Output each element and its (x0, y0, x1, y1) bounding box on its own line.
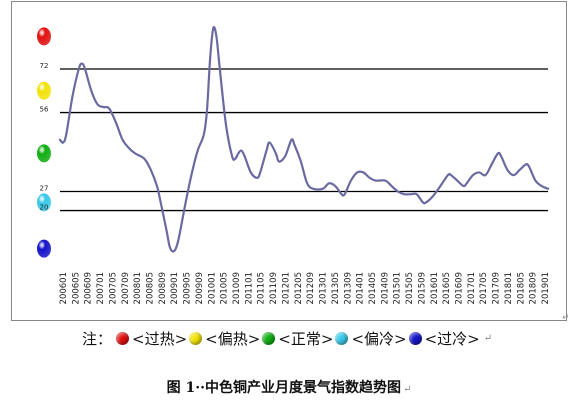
threshold-label: 20 (40, 204, 49, 212)
x-tick-label: 200801 (133, 272, 143, 304)
x-tick-label: 201901 (541, 272, 551, 304)
legend-item: <过热> (116, 328, 187, 349)
x-axis-ticks: 200601 200605 200609 200701 200705 200709 2008… (59, 272, 551, 304)
x-tick-label: 200905 (183, 272, 193, 304)
x-tick-label: 201705 (479, 272, 489, 304)
x-tick-label: 201701 (467, 272, 477, 304)
legend-label: <偏冷> (351, 330, 407, 348)
x-tick-label: 201801 (504, 272, 514, 304)
x-tick-label: 201601 (430, 272, 440, 304)
x-tick-label: 201009 (232, 272, 242, 304)
threshold-label: 56 (40, 106, 49, 114)
x-tick-label: 201201 (281, 272, 291, 304)
legend-item: <偏冷> (335, 328, 407, 349)
x-tick-label: 201809 (529, 272, 539, 304)
x-tick-label: 201409 (380, 272, 390, 304)
legend-note: 注： <过热> <偏热> <正常> <偏冷> <过冷> ↵ (0, 326, 578, 350)
x-tick-label: 201101 (244, 272, 254, 304)
x-tick-label: 200909 (195, 272, 205, 304)
x-tick-label: 200809 (158, 272, 168, 304)
threshold-label: 27 (40, 185, 49, 193)
legend-items: <过热> <偏热> <正常> <偏冷> <过冷> (116, 328, 482, 349)
status-marker (37, 144, 51, 163)
figure-caption: 图 1··中色铜产业月度景气指数趋势图 ↵ (0, 377, 578, 397)
x-tick-label: 201109 (269, 272, 279, 304)
x-tick-label: 201301 (319, 272, 329, 304)
paragraph-mark: ↵ (562, 313, 570, 323)
x-tick-label: 201709 (492, 272, 502, 304)
legend-dot-icon (189, 332, 203, 345)
x-tick-label: 200705 (108, 272, 118, 304)
x-tick-label: 201005 (220, 272, 230, 304)
x-tick-label: 201405 (368, 272, 378, 304)
x-tick-label: 201505 (405, 272, 415, 304)
x-tick-label: 200901 (170, 272, 180, 304)
legend-item: <偏热> (189, 328, 260, 349)
x-tick-label: 201509 (417, 272, 427, 304)
legend-label: <正常> (278, 330, 334, 348)
series-line (58, 25, 550, 253)
x-tick-label: 200609 (84, 272, 94, 304)
x-tick-label: 201401 (356, 272, 366, 304)
x-tick-label: 201001 (207, 272, 217, 304)
x-tick-label: 200709 (121, 272, 131, 304)
status-marker (37, 81, 51, 100)
x-tick-label: 201209 (306, 272, 316, 304)
status-marker (37, 193, 51, 212)
x-tick-label: 200601 (59, 272, 69, 304)
x-tick-label: 201605 (442, 272, 452, 304)
legend-dot-icon (262, 332, 276, 345)
paragraph-mark: ↵ (402, 384, 412, 395)
note-prefix: 注： (82, 330, 113, 348)
status-marker (37, 27, 51, 46)
caption-text: 图 1··中色铜产业月度景气指数趋势图 (166, 380, 401, 396)
status-marker (37, 239, 51, 258)
x-tick-label: 201309 (343, 272, 353, 304)
x-tick-label: 201609 (454, 272, 464, 304)
legend-label: <过热> (132, 330, 188, 348)
legend-dot-icon (408, 332, 422, 345)
legend-label: <偏热> (205, 330, 261, 348)
x-tick-label: 200701 (96, 272, 106, 304)
x-tick-label: 201501 (393, 272, 403, 304)
x-tick-label: 200805 (146, 272, 156, 304)
legend-item: <正常> (262, 328, 333, 349)
chart-border (11, 1, 567, 321)
legend-dot-icon (116, 332, 130, 345)
legend-dot-icon (335, 332, 349, 345)
legend-label: <过冷> (424, 330, 480, 348)
threshold-lines: 72 56 27 20 (40, 62, 548, 212)
x-tick-label: 201805 (516, 272, 526, 304)
x-tick-label: 201105 (257, 272, 267, 304)
x-tick-label: 200605 (71, 272, 81, 304)
x-tick-label: 201305 (331, 272, 341, 304)
paragraph-mark: ↵ (483, 333, 493, 344)
side-markers (37, 27, 51, 258)
threshold-label: 72 (40, 62, 49, 70)
x-tick-label: 201205 (294, 272, 304, 304)
legend-item: <过冷> (408, 328, 480, 349)
